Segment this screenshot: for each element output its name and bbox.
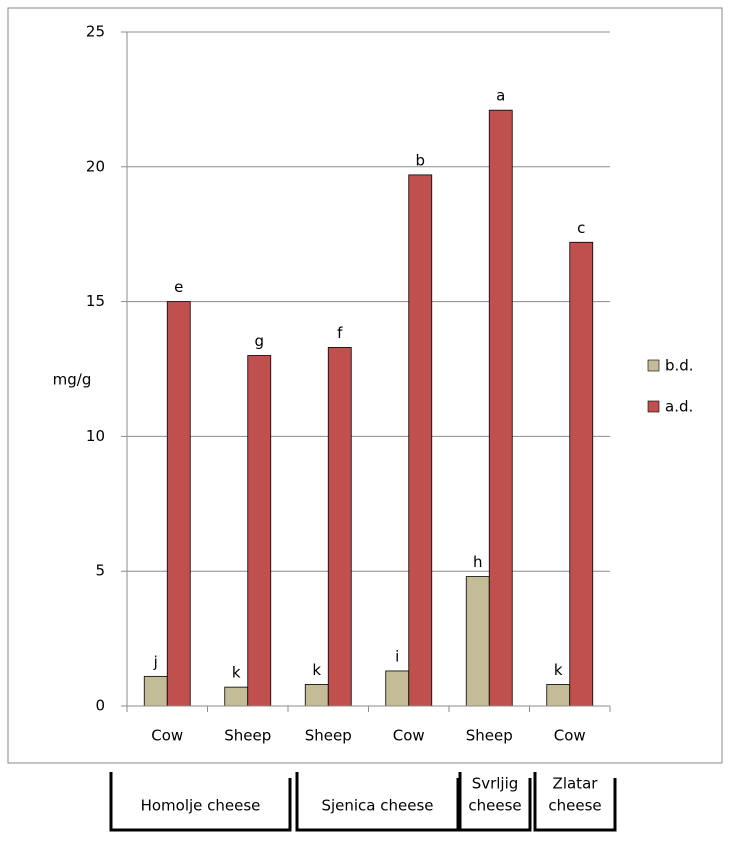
significance-letter: a (496, 87, 505, 105)
significance-letter: k (554, 661, 563, 679)
x-tick-label: Cow (151, 727, 183, 745)
significance-letter: e (174, 278, 183, 296)
group-label: cheese (548, 797, 601, 815)
bar (224, 686, 249, 707)
bar (569, 241, 594, 707)
y-tick-label: 0 (95, 697, 105, 715)
x-tick-label: Sheep (466, 727, 513, 745)
x-tick-label: Sheep (305, 727, 352, 745)
bar (143, 675, 168, 707)
legend-swatch (647, 359, 660, 372)
group-label: Zlatar (553, 775, 599, 793)
group-label: Sjenica cheese (321, 797, 433, 815)
legend-label: b.d. (665, 357, 694, 375)
group-bracket (533, 772, 617, 832)
y-tick-label: 20 (86, 157, 105, 175)
y-tick-label: 25 (86, 23, 105, 41)
x-tick-label: Sheep (224, 727, 271, 745)
significance-letter: j (153, 653, 158, 671)
group-label: Svrljig (472, 775, 519, 793)
significance-letter: k (312, 661, 321, 679)
y-tick-label: 10 (86, 427, 105, 445)
y-axis-label: mg/g (53, 371, 92, 389)
significance-letter: h (473, 553, 483, 571)
group-label: Homolje cheese (141, 797, 261, 815)
significance-letter: g (254, 332, 264, 350)
bar (488, 109, 513, 707)
significance-letter: b (415, 151, 425, 169)
y-tick-label: 5 (95, 562, 105, 580)
bar (166, 301, 191, 707)
significance-letter: k (232, 664, 241, 682)
x-tick-label: Cow (393, 727, 425, 745)
legend-label: a.d. (665, 398, 693, 416)
bar (304, 684, 329, 707)
bar (385, 670, 410, 707)
significance-letter: i (395, 647, 399, 665)
group-label: cheese (468, 797, 521, 815)
legend-swatch (647, 400, 660, 413)
bar (546, 684, 571, 707)
group-bracket (295, 772, 460, 832)
significance-letter: f (337, 324, 343, 342)
bar (408, 174, 433, 707)
y-tick-label: 15 (86, 292, 105, 310)
bar (327, 347, 352, 707)
bar (465, 576, 490, 707)
x-tick-label: Cow (554, 727, 586, 745)
significance-letter: c (577, 219, 585, 237)
group-bracket (458, 772, 532, 832)
chart-frame (7, 7, 723, 764)
bar (247, 355, 272, 707)
group-bracket (109, 772, 292, 832)
